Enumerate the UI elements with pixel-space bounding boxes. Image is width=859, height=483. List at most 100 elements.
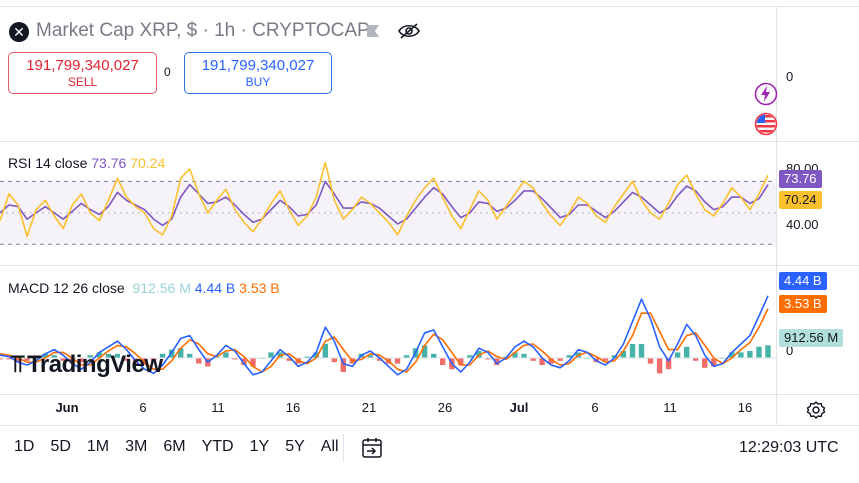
chart-title: Market Cap XRP, $ · 1h · CRYPTOCAP — [36, 20, 370, 41]
macd-hist-bar — [105, 353, 112, 358]
eye-off-icon[interactable] — [398, 22, 420, 40]
range-button-1m[interactable]: 1M — [79, 438, 117, 456]
macd-hist-bar — [747, 351, 753, 358]
macd-hist-bar — [485, 358, 491, 360]
rsi-plot[interactable] — [0, 142, 776, 265]
rsi-ma-value: 70.24 — [130, 155, 166, 171]
x-circle-icon[interactable]: ✕ — [9, 22, 29, 42]
rsi-badge: 73.76 — [779, 170, 822, 188]
macd-hist-bar — [530, 358, 536, 361]
utc-clock[interactable]: 12:29:03 UTC — [739, 439, 839, 456]
macd-hist-bar — [674, 352, 681, 358]
pane-separator-rsi[interactable] — [0, 141, 859, 142]
footer-divider — [343, 434, 344, 462]
flag-icon[interactable] — [366, 24, 380, 38]
buy-price: 191,799,340,027 — [201, 57, 315, 74]
macd-hist-bar — [376, 358, 383, 361]
xaxis-tick-label: 16 — [737, 400, 753, 415]
macd-hist-bar — [15, 358, 21, 363]
lightning-icon[interactable] — [754, 82, 778, 106]
rsi-ma-line — [0, 161, 769, 238]
macd-hist-bar — [566, 355, 572, 358]
macd-hist-bar — [403, 355, 410, 358]
macd-hist-bar — [711, 358, 717, 367]
macd-value: 4.44 B — [194, 280, 236, 296]
macd-hist-bar — [322, 344, 328, 358]
macd-hist-bar — [702, 358, 708, 368]
macd-hist-bar — [620, 351, 627, 358]
rsi-scale-40: 40.00 — [786, 217, 819, 232]
xaxis-tick-label: Jul — [509, 400, 529, 415]
us-flag-icon[interactable] — [754, 112, 778, 136]
pane-separator-macd[interactable] — [0, 265, 859, 266]
macd-hist-bar — [69, 358, 75, 364]
logo-text: TradingView — [27, 351, 163, 378]
macd-hist-bar — [512, 352, 518, 358]
xaxis-tick-label: 21 — [361, 400, 377, 415]
macd-hist-bar — [557, 358, 563, 361]
calendar-goto-icon[interactable] — [360, 436, 384, 460]
buy-label: BUY — [245, 75, 271, 89]
xaxis-tick-label: Jun — [55, 400, 79, 415]
macd-hist-bar — [223, 352, 229, 358]
macd-hist-bar — [286, 358, 292, 361]
macd-title: MACD 12 26 close — [8, 280, 125, 296]
macd-hist-bar — [51, 355, 57, 358]
macd-hist-bar — [331, 358, 337, 363]
macd-hist-bar — [458, 358, 464, 365]
rsi-legend[interactable]: RSI 14 close 73.76 70.24 — [8, 155, 165, 171]
macd-hist-bar — [241, 358, 247, 365]
xaxis-tick-label: 11 — [211, 400, 225, 415]
range-button-5y[interactable]: 5Y — [277, 438, 313, 456]
macd-hist-bar — [521, 353, 527, 358]
range-button-ytd[interactable]: YTD — [194, 438, 242, 456]
price-scale-border — [776, 7, 777, 425]
macd-hist-bar — [268, 352, 274, 358]
macd-plot[interactable] — [0, 266, 776, 394]
range-button-3m[interactable]: 3M — [117, 438, 155, 456]
macd-hist-bar — [421, 345, 428, 358]
macd-hist-value: 912.56 M — [132, 280, 191, 296]
xaxis-tick-label: 26 — [437, 400, 453, 415]
range-button-1d[interactable]: 1D — [6, 438, 42, 456]
spread-value: 0 — [164, 65, 171, 79]
macd-hist-bar — [6, 358, 12, 360]
time-axis[interactable]: Jun 6 11 16 21 26 Jul 6 11 16 — [0, 396, 776, 422]
macd-hist-bar — [60, 358, 66, 361]
sell-button[interactable]: 191,799,340,027 SELL — [8, 52, 157, 94]
range-button-5d[interactable]: 5D — [42, 438, 78, 456]
range-button-1y[interactable]: 1Y — [242, 438, 278, 456]
macd-hist-bar — [159, 353, 166, 358]
rsi-value: 73.76 — [91, 155, 127, 171]
tradingview-logo[interactable]: ⫪ TradingView — [11, 351, 163, 379]
macd-signal-line — [0, 308, 769, 373]
macd-hist-bar — [250, 358, 256, 367]
macd-hist-bar — [440, 358, 446, 365]
macd-hist-bar — [87, 355, 93, 358]
gear-icon[interactable] — [806, 400, 826, 420]
macd-hist-bar — [494, 358, 500, 365]
macd-hist-bar — [114, 353, 121, 358]
macd-signal-value: 3.53 B — [239, 280, 280, 296]
macd-hist-bar — [313, 352, 319, 358]
main-scale-label: 0 — [786, 69, 794, 84]
macd-signal-badge: 3.53 B — [779, 295, 827, 313]
macd-hist-bar — [187, 353, 193, 358]
macd-hist-bar — [729, 352, 735, 358]
top-border — [0, 6, 859, 7]
sell-price: 191,799,340,027 — [26, 57, 139, 74]
rsi-ma-badge: 70.24 — [779, 191, 822, 209]
macd-hist-bar — [24, 358, 30, 361]
macd-hist-bar — [638, 344, 645, 358]
xaxis-tick-label: 16 — [285, 400, 301, 415]
buy-button[interactable]: 191,799,340,027 BUY — [184, 52, 332, 94]
macd-hist-bar — [765, 345, 771, 358]
macd-legend[interactable]: MACD 12 26 close 912.56 M 4.44 B 3.53 B — [8, 280, 280, 296]
macd-hist-bar — [178, 348, 184, 358]
macd-hist-bar — [304, 356, 310, 358]
range-button-6m[interactable]: 6M — [155, 438, 193, 456]
macd-hist-bar — [394, 358, 401, 364]
xaxis-border — [0, 394, 859, 395]
range-button-all[interactable]: All — [313, 438, 347, 456]
macd-badge: 4.44 B — [779, 272, 827, 290]
